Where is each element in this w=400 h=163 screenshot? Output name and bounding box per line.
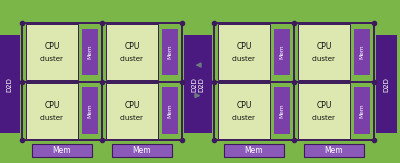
Bar: [184, 35, 205, 133]
Text: Mem: Mem: [325, 146, 343, 155]
Bar: [354, 87, 370, 134]
Bar: [162, 87, 178, 134]
Text: Mem: Mem: [280, 103, 284, 118]
Text: cluster: cluster: [312, 115, 336, 121]
Text: Mem: Mem: [245, 146, 263, 155]
Bar: [274, 87, 290, 134]
Text: CPU: CPU: [124, 101, 140, 110]
Text: D2D: D2D: [6, 77, 12, 92]
Bar: [298, 24, 350, 80]
Text: Mem: Mem: [53, 146, 71, 155]
Text: Mem: Mem: [280, 45, 284, 59]
Text: D2D: D2D: [192, 77, 198, 92]
Text: cluster: cluster: [232, 56, 256, 62]
Bar: [106, 83, 158, 139]
Text: D2D: D2D: [198, 77, 204, 92]
Bar: [82, 87, 98, 134]
Text: cluster: cluster: [40, 115, 64, 121]
Bar: [274, 29, 290, 75]
Bar: [26, 83, 78, 139]
Text: D2D: D2D: [384, 77, 390, 92]
Bar: [218, 24, 270, 80]
Text: Mem: Mem: [360, 45, 364, 59]
Bar: [112, 144, 172, 157]
Bar: [82, 29, 98, 75]
Text: CPU: CPU: [316, 42, 332, 51]
Bar: [191, 35, 212, 133]
Text: CPU: CPU: [124, 42, 140, 51]
Text: Mem: Mem: [88, 103, 92, 118]
Bar: [354, 29, 370, 75]
Bar: [304, 144, 364, 157]
Text: Mem: Mem: [88, 45, 92, 59]
Bar: [376, 35, 397, 133]
Bar: [106, 24, 158, 80]
Text: cluster: cluster: [40, 56, 64, 62]
Bar: [0, 35, 20, 133]
Text: Mem: Mem: [133, 146, 151, 155]
Text: Mem: Mem: [360, 103, 364, 118]
Bar: [218, 83, 270, 139]
Text: cluster: cluster: [120, 56, 144, 62]
Text: CPU: CPU: [44, 42, 60, 51]
Bar: [32, 144, 92, 157]
Bar: [214, 23, 374, 140]
Text: cluster: cluster: [120, 115, 144, 121]
Bar: [26, 24, 78, 80]
Bar: [298, 83, 350, 139]
Bar: [162, 29, 178, 75]
Bar: [22, 23, 182, 140]
Text: CPU: CPU: [236, 101, 252, 110]
Text: CPU: CPU: [236, 42, 252, 51]
Text: cluster: cluster: [312, 56, 336, 62]
Text: CPU: CPU: [44, 101, 60, 110]
Text: Mem: Mem: [168, 103, 172, 118]
Text: Mem: Mem: [168, 45, 172, 59]
Bar: [224, 144, 284, 157]
Text: CPU: CPU: [316, 101, 332, 110]
Text: cluster: cluster: [232, 115, 256, 121]
